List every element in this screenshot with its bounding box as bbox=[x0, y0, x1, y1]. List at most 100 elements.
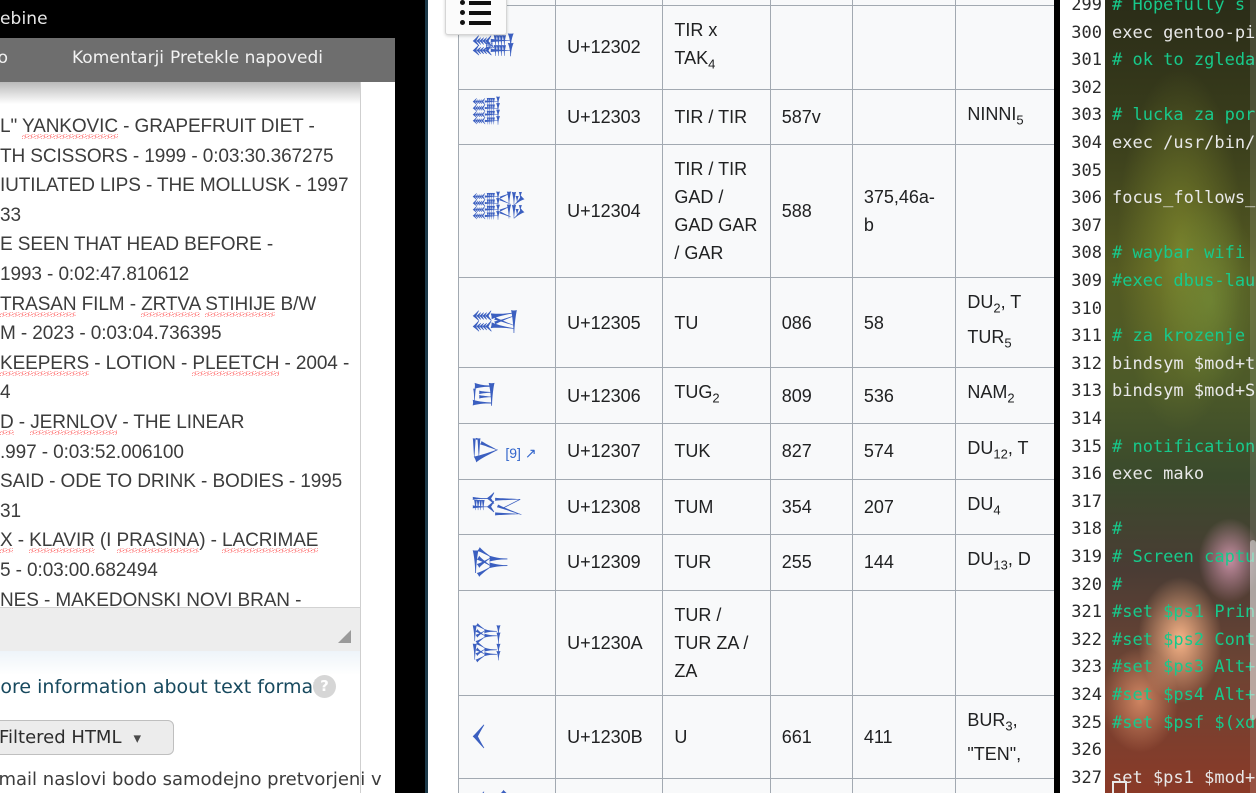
cell-values: DU12, T bbox=[955, 422, 1060, 480]
cell-codepoint: U+12307 bbox=[555, 422, 664, 480]
textarea-line: .997 - 0:03:52.006100 bbox=[0, 441, 184, 463]
cuneiform-glyph: 𒌇 bbox=[470, 434, 502, 466]
code-line[interactable]: exec mako bbox=[1112, 464, 1205, 485]
right-editor-window: 299 300 301 302 303 304 305 306 307 308 309 310 311 3… bbox=[1060, 0, 1256, 793]
chevron-down-icon: ▾ bbox=[133, 729, 142, 747]
cell-glyph: 𒌋 bbox=[457, 694, 557, 780]
cell-mzl: 588 bbox=[769, 144, 853, 279]
cell-mzl: 587v bbox=[769, 88, 853, 146]
window-titlebar: ebine bbox=[0, 0, 396, 38]
line-number: 326 bbox=[1071, 740, 1102, 761]
body-textarea[interactable]: L" YANKOVIC - GRAPEFRUIT DIET - TH SCISSO… bbox=[0, 82, 361, 607]
question-mark-icon[interactable]: ? bbox=[313, 675, 336, 698]
code-line[interactable]: bindsym $mod+S bbox=[1112, 381, 1256, 402]
code-line[interactable]: #set $ps4 Alt+ bbox=[1112, 685, 1256, 705]
textarea-line: 5 - 0:03:00.682494 bbox=[0, 559, 158, 581]
cell-codepoint: U+12306 bbox=[555, 367, 664, 424]
cell-sl bbox=[851, 778, 957, 793]
code-line[interactable]: #set $ps3 Alt+ bbox=[1112, 657, 1256, 678]
nav-item-0[interactable]: sebino bbox=[0, 48, 9, 68]
textarea-content: L" YANKOVIC - GRAPEFRUIT DIET - TH SCISSO… bbox=[0, 112, 360, 607]
code-line[interactable]: # lucka za por bbox=[1112, 105, 1256, 126]
textarea-top-shadow bbox=[0, 82, 360, 104]
editor-scrollbar[interactable] bbox=[1250, 0, 1256, 793]
code-line[interactable]: # ok to zgleda bbox=[1112, 50, 1256, 71]
spellcheck-error: PLEETCH bbox=[192, 352, 280, 374]
code-line[interactable]: exec /usr/bin/ bbox=[1112, 133, 1256, 153]
cell-codepoint: U+12301 bbox=[555, 0, 664, 6]
cell-values bbox=[955, 144, 1060, 279]
textarea-line: 33 bbox=[0, 204, 21, 226]
cell-codepoint: U+1230A bbox=[555, 589, 664, 696]
table-row: 𒌈 U+12308 TUM 354 207 DU4 bbox=[457, 478, 1060, 536]
cell-sl: 207 bbox=[851, 478, 957, 536]
line-number: 305 bbox=[1071, 160, 1102, 181]
cell-sl bbox=[851, 589, 957, 696]
code-line[interactable]: #set $psf $(xd bbox=[1112, 712, 1256, 733]
code-line[interactable]: #set $ps1 Prin bbox=[1112, 602, 1256, 623]
line-number: 303 bbox=[1071, 105, 1102, 126]
window-separator bbox=[1054, 0, 1060, 793]
spellcheck-error: KEEPERS bbox=[0, 352, 90, 374]
code-content[interactable]: # Hopefully s exec gentoo-pi # ok to zgled… bbox=[1105, 0, 1256, 793]
line-number: 325 bbox=[1071, 712, 1102, 733]
cell-glyph: 𒌅 bbox=[457, 277, 557, 369]
more-info-link[interactable]: More information about text formats bbox=[0, 676, 331, 698]
code-line[interactable]: exec gentoo-pi bbox=[1112, 22, 1256, 43]
cell-codepoint: U+12304 bbox=[555, 144, 664, 279]
cell-values: NAM2 bbox=[955, 367, 1060, 424]
cell-values: DU4 bbox=[955, 478, 1060, 536]
format-help-text: -mail naslovi bodo samodejno pretvorjeni… bbox=[0, 769, 382, 790]
table-row: 𒌁U+12301TIR587375 bbox=[457, 0, 1060, 6]
line-number: 323 bbox=[1071, 657, 1102, 678]
resize-grip-icon[interactable] bbox=[338, 630, 351, 643]
cell-glyph: 𒌇 [9] ↗ bbox=[457, 422, 557, 480]
textarea-resize-bar[interactable] bbox=[0, 607, 361, 653]
nav-item-2[interactable]: Pretekle napovedi bbox=[170, 48, 323, 68]
external-link-icon: ↗ bbox=[524, 445, 537, 462]
desktop-gap bbox=[428, 0, 445, 793]
textarea-line: M - 2023 - 0:03:04.736395 bbox=[0, 323, 222, 345]
nav-item-1[interactable]: Komentarji bbox=[72, 48, 165, 68]
spellcheck-error: MAKEDONSKI bbox=[55, 589, 181, 607]
cell-codepoint: U+1230B bbox=[555, 694, 664, 780]
code-line[interactable]: # za krozenje bbox=[1112, 326, 1246, 347]
code-line[interactable]: set $ps1 $mod+ bbox=[1112, 767, 1256, 788]
cuneiform-glyph: 𒌆 bbox=[470, 379, 499, 411]
textarea-line: 31 bbox=[0, 500, 21, 522]
table-row: 𒌆 U+12306 TUG2 809 536 NAM2 bbox=[457, 367, 1060, 424]
scrollbar-thumb[interactable] bbox=[1250, 540, 1256, 720]
bulleted-list-icon[interactable] bbox=[445, 0, 507, 35]
cell-values bbox=[955, 589, 1060, 696]
cell-sl bbox=[851, 5, 957, 90]
code-line[interactable]: # waybar wifi bbox=[1112, 243, 1246, 264]
spellcheck-error: LACRIMAE bbox=[222, 530, 319, 552]
code-line[interactable]: # bbox=[1112, 519, 1123, 540]
cell-sign-name: TIR bbox=[662, 0, 771, 6]
code-line[interactable]: #exec dbus-lau bbox=[1112, 271, 1256, 291]
cell-mzl bbox=[769, 5, 853, 90]
line-number-gutter: 299 300 301 302 303 304 305 306 307 308 309 310 311 3… bbox=[1060, 0, 1105, 793]
cell-sl: 574 bbox=[851, 422, 957, 480]
footnote-ref[interactable]: [9] ↗ bbox=[501, 445, 537, 462]
line-number: 316 bbox=[1071, 464, 1102, 485]
cuneiform-glyph: 𒌄 bbox=[470, 194, 529, 226]
code-line[interactable]: # notification bbox=[1112, 436, 1256, 457]
code-line[interactable]: # Screen captu bbox=[1112, 547, 1256, 567]
code-line[interactable]: #set $ps2 Cont bbox=[1112, 629, 1256, 650]
text-format-select[interactable]: Filtered HTML ▾ bbox=[0, 720, 174, 755]
spellcheck-error: JERNLOV bbox=[30, 411, 118, 433]
code-line[interactable]: bindsym $mod+t bbox=[1112, 353, 1256, 374]
code-line[interactable]: # bbox=[1112, 574, 1123, 595]
cell-sign-name: TIR / TIR GAD / GAD GAR / GAR bbox=[662, 144, 771, 279]
cell-codepoint: U+1230C bbox=[555, 778, 664, 793]
cuneiform-glyph: 𒌋 bbox=[470, 720, 488, 752]
textarea-line: D - JERNLOV - THE LINEAR bbox=[0, 411, 245, 433]
cell-codepoint: U+12303 bbox=[555, 88, 664, 146]
table-row: 𒌃 U+12303 TIR / TIR 587v NINNI5 bbox=[457, 88, 1060, 146]
code-line[interactable]: focus_follows_ bbox=[1112, 188, 1256, 209]
cell-mzl: 354 bbox=[769, 478, 853, 536]
cell-values: DU2, T TUR5 bbox=[955, 277, 1060, 369]
code-line[interactable]: # Hopefully s bbox=[1112, 0, 1246, 15]
